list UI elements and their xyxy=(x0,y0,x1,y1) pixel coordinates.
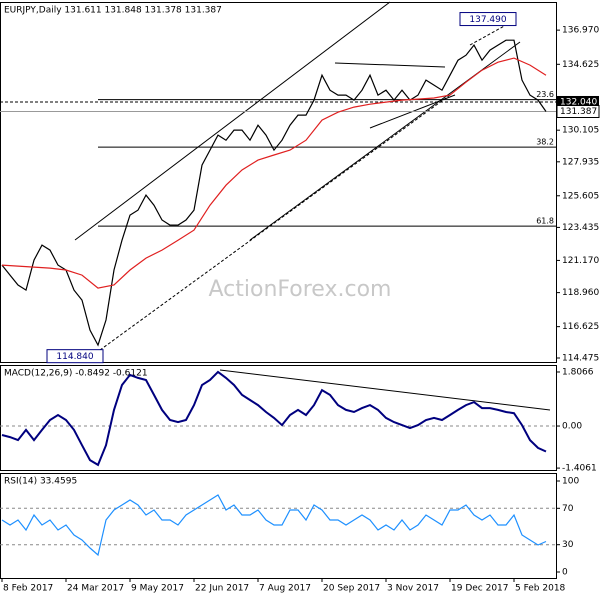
y-tick-label: 30 xyxy=(562,540,574,550)
annotation-box xyxy=(46,349,104,364)
y-tick-label: 116.625 xyxy=(562,322,599,332)
triangle-top xyxy=(334,62,446,68)
y-tick-label: 0.00 xyxy=(562,422,582,432)
y-tick-label: 1.8066 xyxy=(562,367,594,377)
x-tick-label: 20 Sep 2017 xyxy=(323,584,380,594)
y-tick-label: 125.605 xyxy=(562,191,599,201)
macd-title: MACD(12,26,9) -0.8492 -0.6121 xyxy=(4,369,148,379)
y-tick-label: 130.105 xyxy=(562,126,599,136)
y-tick-label: 100 xyxy=(562,477,579,487)
trend-lines xyxy=(74,1,551,411)
x-tick-label: 8 Feb 2017 xyxy=(3,584,53,594)
fib-label: 38.2 xyxy=(536,138,554,147)
price-panel xyxy=(0,2,557,363)
series-line xyxy=(1,370,547,467)
y-tick-label: 123.435 xyxy=(562,223,599,233)
x-tick-label: 24 Mar 2017 xyxy=(67,584,124,594)
fib-label: 61.8 xyxy=(536,217,554,226)
y-tick-label: -1.4061 xyxy=(562,464,597,474)
y-tick-label: 118.960 xyxy=(562,288,599,298)
resistance-label: 132.040 xyxy=(560,97,597,107)
trend-dashed xyxy=(99,94,451,351)
macd-trend xyxy=(219,369,551,411)
x-tick-label: 7 Aug 2017 xyxy=(259,584,311,594)
y-tick-label: 127.935 xyxy=(562,157,599,167)
resistance-box xyxy=(557,95,599,108)
annotation: 137.490 xyxy=(469,15,506,25)
y-tick-label: 0 xyxy=(562,567,568,577)
y-tick-label: 134.625 xyxy=(562,60,599,70)
x-tick-label: 9 May 2017 xyxy=(131,584,184,594)
x-tick-label: 3 Nov 2017 xyxy=(387,584,439,594)
y-tick-label: 121.170 xyxy=(562,256,599,266)
x-tick-label: 19 Dec 2017 xyxy=(451,584,509,594)
x-tick-label: 22 Jun 2017 xyxy=(195,584,249,594)
fib-label: 23.6 xyxy=(536,90,554,99)
price-title: EURJPY,Daily 131.611 131.848 131.378 131… xyxy=(4,6,222,16)
y-tick-label: 70 xyxy=(562,504,574,514)
rsi-panel xyxy=(0,473,557,579)
rsi-title: RSI(14) 33.4595 xyxy=(4,477,77,487)
y-tick-label: 136.970 xyxy=(562,26,599,36)
y-tick-label: 114.475 xyxy=(562,353,599,363)
watermark: ActionForex.com xyxy=(209,277,392,302)
last-price-label: 131.387 xyxy=(560,107,597,117)
channel-upper xyxy=(74,1,391,241)
series-line xyxy=(1,57,547,289)
macd-panel xyxy=(0,365,557,471)
x-tick-label: 5 Feb 2018 xyxy=(515,584,566,594)
series-line xyxy=(1,39,547,347)
annotation-box xyxy=(459,12,517,27)
series-line xyxy=(1,494,547,557)
last-price-box xyxy=(556,105,600,119)
annotation: 114.840 xyxy=(56,352,93,362)
